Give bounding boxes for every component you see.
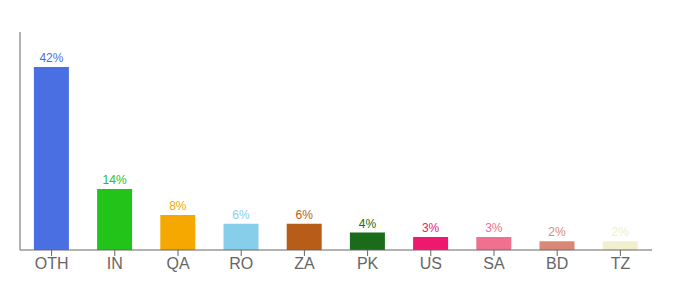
svg-text:PK: PK bbox=[357, 255, 379, 272]
svg-text:42%: 42% bbox=[39, 51, 63, 65]
svg-text:US: US bbox=[420, 255, 442, 272]
svg-text:3%: 3% bbox=[485, 221, 503, 235]
svg-text:6%: 6% bbox=[296, 208, 314, 222]
svg-text:4%: 4% bbox=[359, 217, 377, 231]
svg-text:QA: QA bbox=[166, 255, 189, 272]
svg-text:2%: 2% bbox=[612, 225, 630, 239]
svg-text:6%: 6% bbox=[232, 208, 250, 222]
svg-text:RO: RO bbox=[229, 255, 253, 272]
svg-text:8%: 8% bbox=[169, 199, 187, 213]
svg-text:IN: IN bbox=[107, 255, 123, 272]
svg-text:14%: 14% bbox=[103, 173, 127, 187]
svg-text:2%: 2% bbox=[548, 225, 566, 239]
svg-text:ZA: ZA bbox=[294, 255, 315, 272]
svg-text:OTH: OTH bbox=[35, 255, 69, 272]
svg-text:3%: 3% bbox=[422, 221, 440, 235]
svg-text:TZ: TZ bbox=[611, 255, 631, 272]
svg-text:BD: BD bbox=[546, 255, 568, 272]
svg-text:SA: SA bbox=[483, 255, 505, 272]
